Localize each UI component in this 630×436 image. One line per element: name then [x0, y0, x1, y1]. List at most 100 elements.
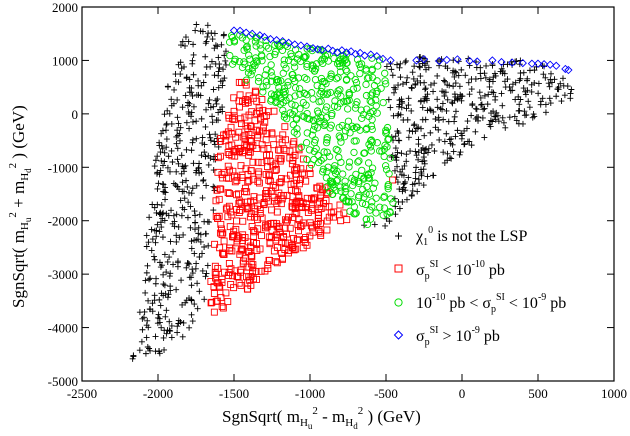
point-not-lsp	[418, 169, 425, 176]
point-mid-sigma	[381, 141, 389, 149]
point-low-sigma	[271, 167, 279, 174]
point-mid-sigma	[316, 46, 325, 54]
point-mid-sigma	[346, 129, 354, 137]
point-mid-sigma	[351, 210, 359, 218]
point-not-lsp	[493, 109, 500, 116]
point-not-lsp	[188, 274, 195, 281]
point-mid-sigma	[345, 158, 354, 166]
point-not-lsp	[151, 256, 158, 263]
point-not-lsp	[174, 156, 181, 163]
point-not-lsp	[220, 66, 227, 73]
point-not-lsp	[174, 183, 181, 190]
point-mid-sigma	[268, 72, 276, 80]
point-not-lsp	[183, 119, 190, 126]
x-tick-label: 500	[528, 386, 548, 401]
point-low-sigma	[268, 206, 276, 214]
point-not-lsp	[211, 153, 218, 160]
point-not-lsp	[472, 115, 479, 122]
point-not-lsp	[173, 140, 180, 147]
point-not-lsp	[502, 124, 509, 131]
point-not-lsp	[143, 334, 150, 341]
point-not-lsp	[215, 54, 222, 61]
point-mid-sigma	[341, 127, 350, 135]
point-not-lsp	[424, 149, 431, 156]
point-not-lsp	[547, 100, 554, 107]
point-not-lsp	[397, 74, 404, 81]
point-not-lsp	[181, 163, 188, 170]
point-not-lsp	[402, 59, 409, 66]
point-not-lsp	[193, 237, 200, 244]
point-not-lsp	[394, 112, 401, 119]
point-mid-sigma	[306, 44, 314, 53]
point-not-lsp	[419, 116, 426, 123]
point-not-lsp	[164, 294, 171, 301]
point-not-lsp	[162, 313, 169, 320]
point-not-lsp	[198, 152, 205, 159]
point-low-sigma	[216, 152, 224, 160]
point-not-lsp	[186, 125, 193, 132]
point-low-sigma	[267, 158, 275, 166]
point-mid-sigma	[299, 98, 307, 107]
point-not-lsp	[143, 269, 150, 276]
point-not-lsp	[419, 145, 426, 152]
point-low-sigma	[250, 193, 258, 201]
point-mid-sigma	[365, 140, 373, 148]
point-not-lsp	[492, 93, 499, 100]
point-mid-sigma	[340, 98, 348, 106]
point-high-sigma	[508, 58, 517, 67]
point-not-lsp	[560, 82, 567, 89]
point-low-sigma	[260, 145, 268, 153]
point-not-lsp	[511, 113, 518, 120]
point-mid-sigma	[226, 51, 234, 60]
point-low-sigma	[286, 147, 294, 155]
point-low-sigma	[238, 245, 246, 253]
point-not-lsp	[426, 106, 433, 113]
point-low-sigma	[270, 141, 278, 149]
point-mid-sigma	[280, 56, 288, 64]
point-not-lsp	[219, 77, 226, 84]
point-not-lsp	[168, 102, 175, 109]
point-not-lsp	[386, 218, 393, 225]
point-mid-sigma	[340, 133, 349, 141]
point-not-lsp	[452, 133, 459, 140]
point-mid-sigma	[276, 100, 284, 108]
point-not-lsp	[482, 74, 489, 81]
point-mid-sigma	[267, 90, 276, 98]
point-low-sigma	[239, 259, 247, 267]
point-mid-sigma	[350, 148, 358, 157]
point-not-lsp	[394, 149, 401, 156]
point-not-lsp	[427, 81, 434, 88]
point-not-lsp	[163, 307, 170, 314]
point-low-sigma	[316, 219, 324, 227]
point-mid-sigma	[317, 57, 325, 65]
point-high-sigma	[328, 46, 337, 55]
point-not-lsp	[435, 117, 442, 124]
point-not-lsp	[174, 258, 181, 265]
point-low-sigma	[294, 236, 302, 244]
point-not-lsp	[191, 301, 198, 308]
point-low-sigma	[299, 244, 307, 252]
point-not-lsp	[212, 97, 219, 104]
point-low-sigma	[247, 242, 255, 250]
point-not-lsp	[185, 38, 192, 45]
point-mid-sigma	[320, 148, 328, 156]
point-low-sigma	[236, 207, 244, 214]
point-low-sigma	[297, 165, 305, 173]
point-not-lsp	[182, 34, 189, 41]
point-low-sigma	[323, 217, 331, 225]
point-mid-sigma	[357, 106, 365, 114]
point-mid-sigma	[363, 124, 371, 132]
point-not-lsp	[479, 114, 486, 121]
point-not-lsp	[561, 92, 568, 99]
point-low-sigma	[293, 165, 301, 173]
point-not-lsp	[202, 71, 209, 78]
point-mid-sigma	[318, 55, 326, 63]
point-not-lsp	[412, 175, 419, 182]
point-not-lsp	[168, 207, 175, 214]
point-low-sigma	[256, 206, 264, 213]
point-not-lsp	[197, 231, 204, 238]
point-not-lsp	[542, 74, 549, 81]
point-not-lsp	[408, 84, 415, 91]
point-low-sigma	[270, 247, 278, 255]
point-not-lsp	[174, 114, 181, 121]
